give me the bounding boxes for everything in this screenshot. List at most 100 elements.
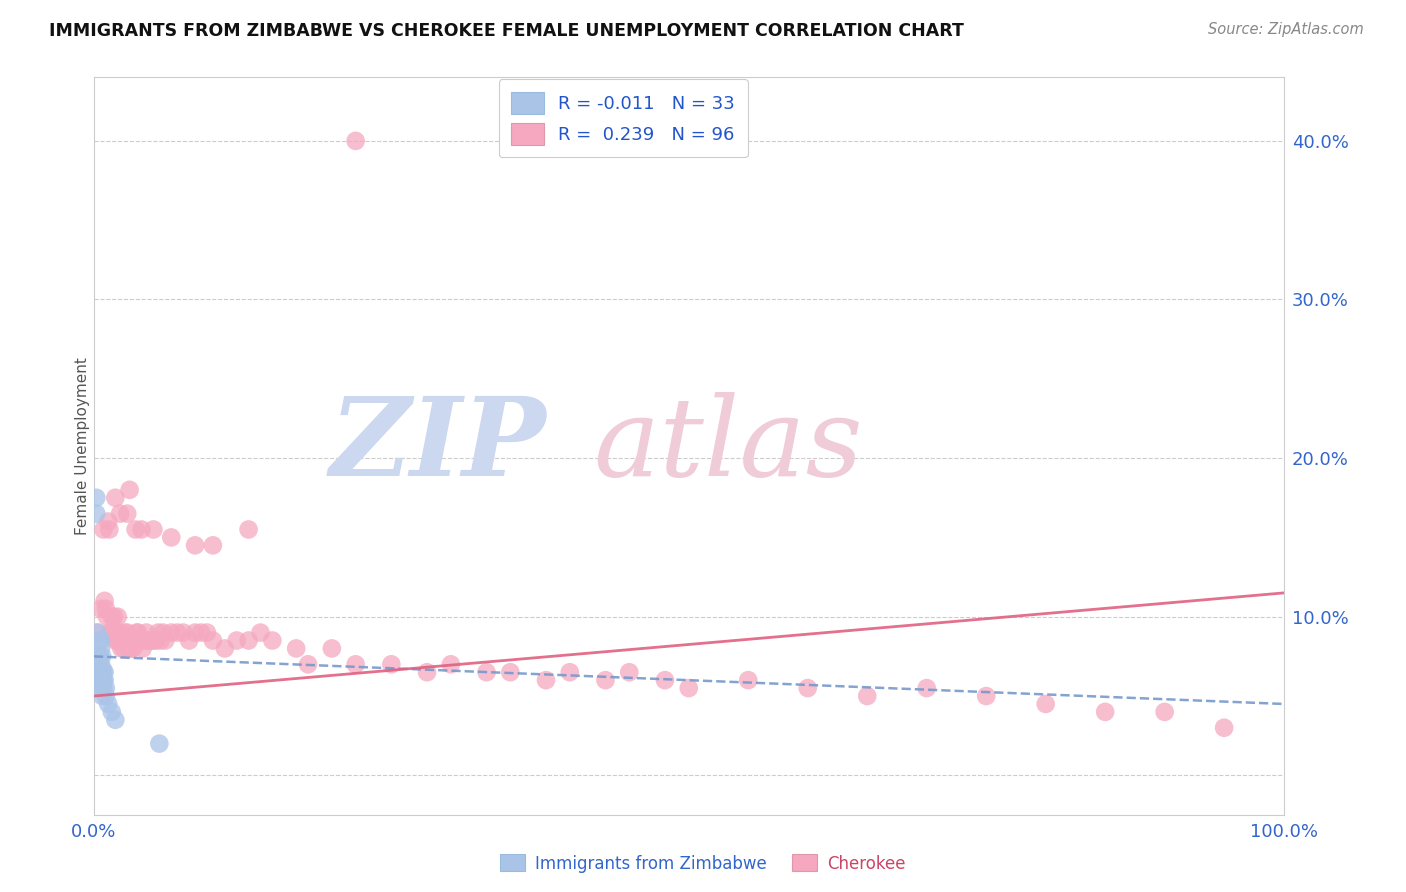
Point xyxy=(127,625,149,640)
Point xyxy=(86,625,108,640)
Point xyxy=(135,625,157,640)
Point xyxy=(134,633,156,648)
Point xyxy=(90,673,112,688)
Point xyxy=(96,609,118,624)
Point xyxy=(796,681,818,695)
Point xyxy=(93,673,115,688)
Point xyxy=(915,681,938,695)
Point xyxy=(94,602,117,616)
Point xyxy=(108,507,131,521)
Point xyxy=(87,649,110,664)
Point xyxy=(321,641,343,656)
Point xyxy=(131,633,153,648)
Point xyxy=(104,491,127,505)
Point xyxy=(98,523,121,537)
Point xyxy=(86,625,108,640)
Point xyxy=(97,697,120,711)
Point xyxy=(856,689,879,703)
Point xyxy=(89,649,111,664)
Point xyxy=(94,681,117,695)
Point xyxy=(534,673,557,688)
Point xyxy=(100,705,122,719)
Point xyxy=(238,523,260,537)
Point xyxy=(93,523,115,537)
Point xyxy=(146,625,169,640)
Point xyxy=(87,665,110,680)
Point xyxy=(115,633,138,648)
Point xyxy=(86,649,108,664)
Point xyxy=(107,633,129,648)
Point xyxy=(145,633,167,648)
Point xyxy=(118,483,141,497)
Point xyxy=(416,665,439,680)
Point xyxy=(678,681,700,695)
Point xyxy=(122,641,145,656)
Point xyxy=(97,515,120,529)
Point xyxy=(131,523,153,537)
Point xyxy=(238,633,260,648)
Point xyxy=(177,633,200,648)
Legend: R = -0.011   N = 33, R =  0.239   N = 96: R = -0.011 N = 33, R = 0.239 N = 96 xyxy=(499,79,748,158)
Point xyxy=(120,641,142,656)
Text: IMMIGRANTS FROM ZIMBABWE VS CHEROKEE FEMALE UNEMPLOYMENT CORRELATION CHART: IMMIGRANTS FROM ZIMBABWE VS CHEROKEE FEM… xyxy=(49,22,965,40)
Point xyxy=(94,689,117,703)
Point xyxy=(107,609,129,624)
Point xyxy=(87,657,110,672)
Point xyxy=(142,523,165,537)
Point xyxy=(114,625,136,640)
Point xyxy=(138,633,160,648)
Point xyxy=(131,641,153,656)
Point xyxy=(195,625,218,640)
Point xyxy=(104,713,127,727)
Point xyxy=(619,665,641,680)
Point xyxy=(152,625,174,640)
Point xyxy=(149,633,172,648)
Point xyxy=(1094,705,1116,719)
Point xyxy=(100,609,122,624)
Point xyxy=(108,633,131,648)
Point xyxy=(91,676,114,690)
Point xyxy=(249,625,271,640)
Point xyxy=(1213,721,1236,735)
Point xyxy=(100,625,122,640)
Point xyxy=(93,673,115,688)
Point xyxy=(103,609,125,624)
Point xyxy=(93,665,115,680)
Point xyxy=(89,633,111,648)
Point xyxy=(225,633,247,648)
Point xyxy=(89,657,111,672)
Text: ZIP: ZIP xyxy=(329,392,546,500)
Point xyxy=(128,633,150,648)
Point xyxy=(112,641,135,656)
Point xyxy=(148,737,170,751)
Point xyxy=(654,673,676,688)
Point xyxy=(98,625,121,640)
Point xyxy=(344,134,367,148)
Point xyxy=(115,625,138,640)
Point xyxy=(124,633,146,648)
Point xyxy=(117,641,139,656)
Point xyxy=(108,625,131,640)
Y-axis label: Female Unemployment: Female Unemployment xyxy=(76,358,90,535)
Point xyxy=(139,633,162,648)
Point xyxy=(262,633,284,648)
Point xyxy=(190,625,212,640)
Point xyxy=(89,665,111,680)
Point xyxy=(344,657,367,672)
Point xyxy=(1153,705,1175,719)
Point xyxy=(90,633,112,648)
Point xyxy=(104,633,127,648)
Point xyxy=(475,665,498,680)
Point xyxy=(118,633,141,648)
Point xyxy=(125,625,148,640)
Legend: Immigrants from Zimbabwe, Cherokee: Immigrants from Zimbabwe, Cherokee xyxy=(494,847,912,880)
Point xyxy=(142,633,165,648)
Point xyxy=(90,602,112,616)
Point xyxy=(974,689,997,703)
Point xyxy=(440,657,463,672)
Point xyxy=(93,665,115,680)
Point xyxy=(91,660,114,674)
Text: Source: ZipAtlas.com: Source: ZipAtlas.com xyxy=(1208,22,1364,37)
Point xyxy=(1035,697,1057,711)
Point xyxy=(297,657,319,672)
